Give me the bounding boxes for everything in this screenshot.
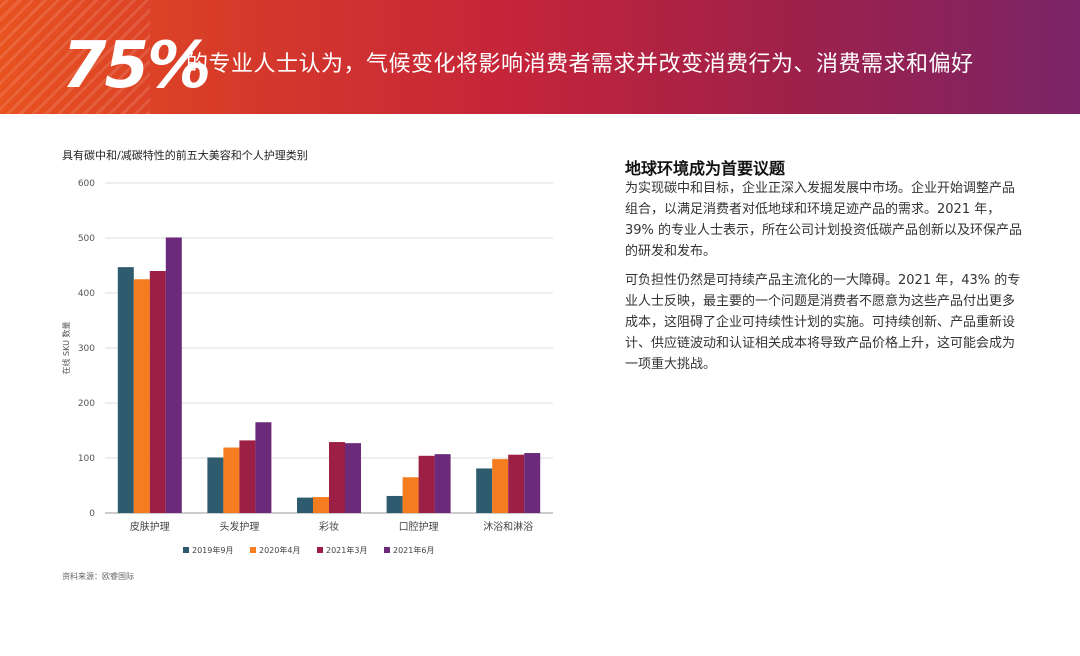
bar <box>386 495 403 513</box>
banner-stripes <box>0 0 150 114</box>
y-tick-label: 0 <box>89 509 95 519</box>
y-tick-label: 100 <box>78 454 95 464</box>
legend-swatch <box>250 547 256 553</box>
legend-label: 2020年4月 <box>259 545 300 555</box>
x-tick-label: 沐浴和淋浴 <box>483 520 533 533</box>
legend-swatch <box>183 547 189 553</box>
bar <box>165 237 182 513</box>
paragraph-2: 可负担性仍然是可持续产品主流化的一大障碍。2021 年，43% 的专业人士反映，… <box>625 273 1021 372</box>
bar <box>329 442 345 513</box>
legend-label: 2021年6月 <box>393 545 434 555</box>
headline-percentage: 75% <box>62 29 211 103</box>
header-banner: 75% 的专业人士认为，气候变化将影响消费者需求并改变消费行为、消费需求和偏好 <box>0 0 1080 114</box>
bar <box>313 497 329 513</box>
bar <box>508 454 525 513</box>
bar <box>117 267 134 513</box>
bar <box>524 453 541 513</box>
legend-swatch <box>317 547 323 553</box>
section-title: 地球环境成为首要议题 <box>625 159 786 178</box>
bar <box>207 457 224 513</box>
bar <box>434 454 451 513</box>
bar <box>418 455 435 513</box>
headline-text: 的专业人士认为，气候变化将影响消费者需求并改变消费行为、消费需求和偏好 <box>186 52 974 77</box>
x-tick-label: 彩妆 <box>319 520 339 533</box>
bar <box>149 271 166 513</box>
y-tick-label: 200 <box>78 399 95 409</box>
y-tick-label: 500 <box>78 234 95 244</box>
bar <box>255 422 272 513</box>
y-tick-label: 300 <box>78 344 95 354</box>
paragraph-1: 为实现碳中和目标，企业正深入发掘发展中市场。企业开始调整产品组合，以满足消费者对… <box>625 181 1023 259</box>
bar <box>345 443 361 513</box>
bar <box>402 477 419 513</box>
legend-label: 2019年9月 <box>192 545 233 555</box>
x-tick-label: 头发护理 <box>219 520 259 533</box>
legend-swatch <box>384 547 390 553</box>
x-tick-label: 口腔护理 <box>399 520 439 533</box>
bar <box>297 497 313 513</box>
source-note: 资料来源：欧睿国际 <box>62 572 134 581</box>
y-tick-label: 600 <box>78 179 95 189</box>
bar <box>133 279 150 513</box>
y-tick-label: 400 <box>78 289 95 299</box>
x-tick-label: 皮肤护理 <box>130 520 170 533</box>
bar <box>476 468 493 513</box>
y-axis-label: 在线 SKU 数量 <box>61 321 71 374</box>
bar <box>223 447 240 513</box>
bar <box>239 440 256 513</box>
bar <box>492 459 509 513</box>
chart-title: 具有碳中和/减碳特性的前五大美容和个人护理类别 <box>62 149 308 162</box>
legend-label: 2021年3月 <box>326 545 367 555</box>
